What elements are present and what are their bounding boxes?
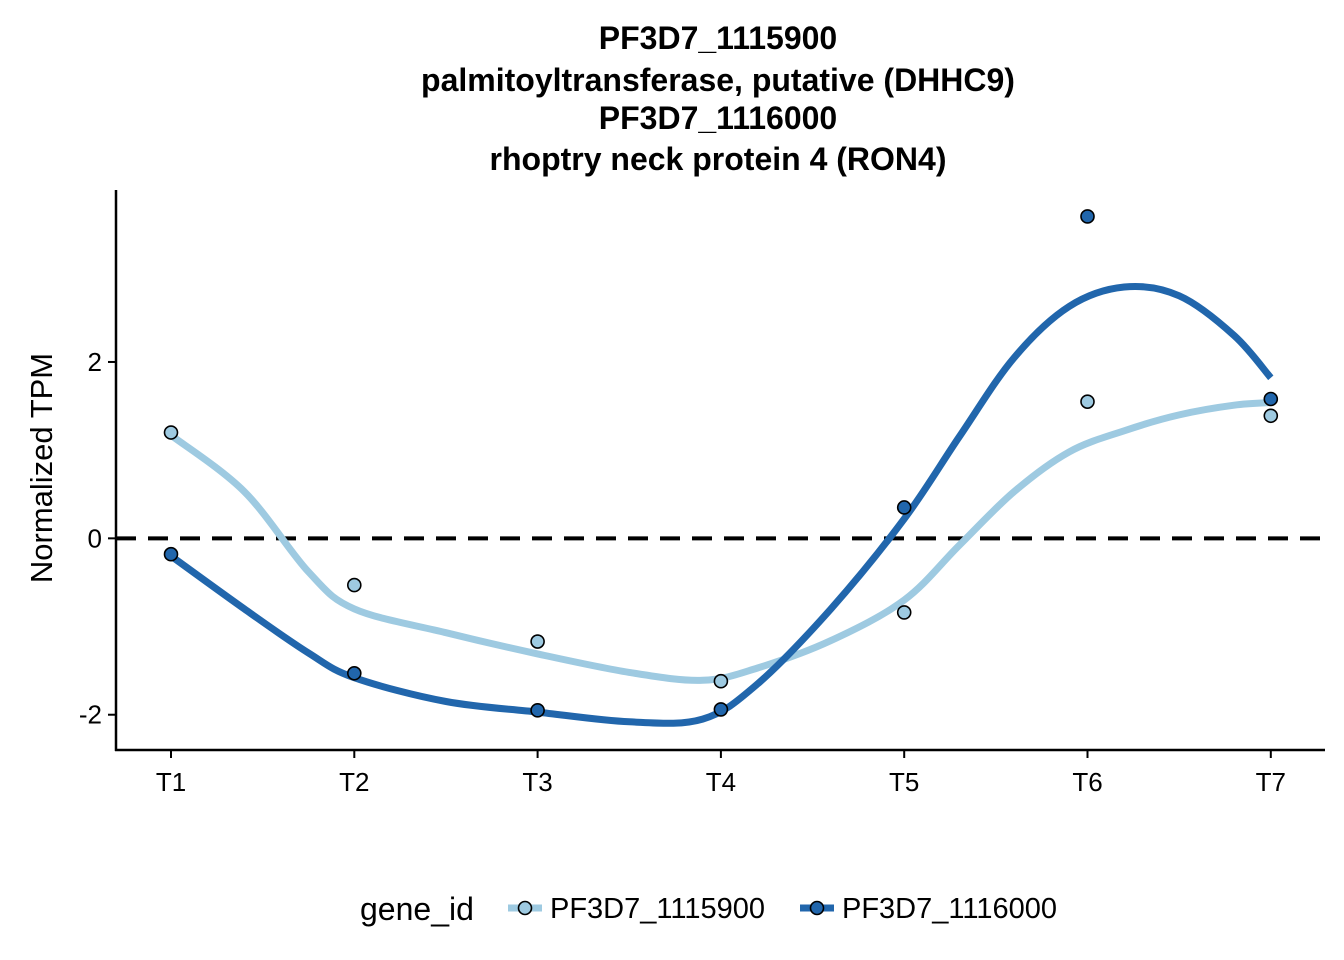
data-point-PF3D7_1116000: [1263, 391, 1279, 407]
legend: gene_id PF3D7_1115900 PF3D7_1116000: [360, 891, 1057, 927]
x-tick-label: T5: [889, 767, 919, 797]
legend-label: PF3D7_1115900: [550, 893, 765, 925]
y-tick-label: 2: [88, 347, 102, 377]
data-point-PF3D7_1116000: [530, 703, 545, 718]
x-tick-label: T3: [522, 767, 552, 797]
title-line-3: PF3D7_1116000: [599, 100, 837, 136]
data-point-PF3D7_1115900: [713, 673, 729, 689]
data-point-PF3D7_1115900: [1263, 408, 1279, 424]
y-axis-title: Normalized TPM: [24, 353, 59, 583]
data-point-PF3D7_1115900: [896, 605, 912, 620]
series-line-PF3D7_1116000: [168, 282, 1274, 727]
x-tick-label: T1: [156, 767, 186, 797]
title-line-2: palmitoyltransferase, putative (DHHC9): [421, 62, 1015, 98]
legend-label: PF3D7_1116000: [842, 893, 1057, 925]
data-point-PF3D7_1115900: [163, 425, 179, 440]
x-tick-label: T2: [339, 767, 369, 797]
title-line-1: PF3D7_1115900: [599, 20, 837, 56]
data-point-PF3D7_1116000: [1080, 209, 1095, 224]
data-point-PF3D7_1115900: [530, 634, 545, 649]
legend-title: gene_id: [360, 891, 474, 927]
x-tick-label: T7: [1256, 767, 1286, 797]
legend-key-point: [517, 900, 533, 916]
title-line-4: rhoptry neck protein 4 (RON4): [490, 141, 947, 177]
data-point-PF3D7_1116000: [713, 702, 729, 717]
data-point-PF3D7_1116000: [163, 546, 179, 562]
legend-key-point: [809, 900, 825, 916]
chart-title: PF3D7_1115900 palmitoyltransferase, puta…: [421, 20, 1015, 177]
y-tick-label: 0: [88, 523, 102, 553]
series-line-PF3D7_1115900: [168, 399, 1272, 684]
y-tick-label: -2: [79, 700, 102, 730]
data-point-PF3D7_1115900: [1080, 394, 1095, 409]
x-tick-label: T4: [706, 767, 736, 797]
x-tick-label: T6: [1072, 767, 1102, 797]
data-point-PF3D7_1116000: [346, 665, 362, 681]
data-point-PF3D7_1115900: [346, 577, 362, 593]
data-point-PF3D7_1116000: [896, 500, 912, 515]
plot-area: -2 0 2 T1 T2 T3 T4 T5 T6 T7: [79, 190, 1325, 797]
